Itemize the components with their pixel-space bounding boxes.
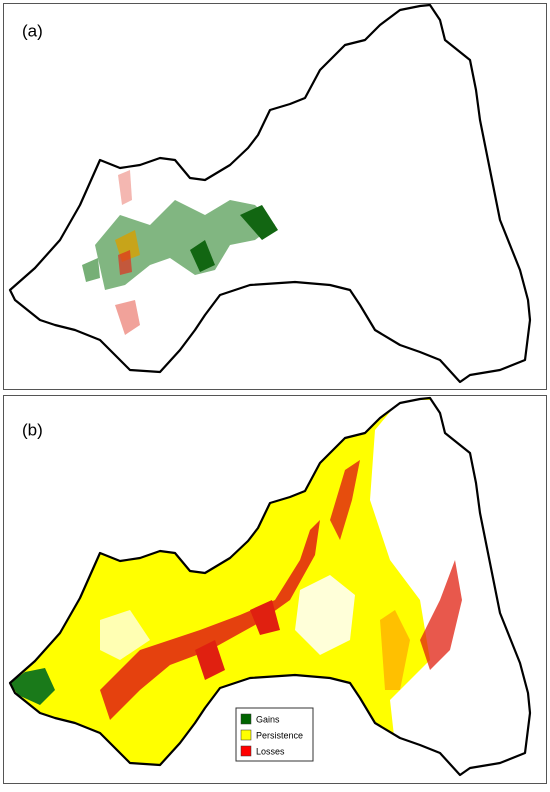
legend: Gains Persistence Losses bbox=[235, 707, 314, 762]
panel-a: (a) bbox=[3, 3, 547, 390]
legend-label: Persistence bbox=[256, 730, 303, 740]
panel-frame bbox=[3, 3, 547, 390]
legend-swatch bbox=[240, 729, 252, 741]
legend-swatch bbox=[240, 713, 252, 725]
legend-label: Losses bbox=[256, 746, 285, 756]
legend-swatch bbox=[240, 745, 252, 757]
change-pixels bbox=[82, 170, 278, 335]
legend-label: Gains bbox=[256, 714, 280, 724]
panel-label: (a) bbox=[22, 21, 43, 40]
panel-b: (b) Gains Persistence Losses bbox=[3, 395, 547, 784]
panel-label: (b) bbox=[22, 420, 43, 439]
